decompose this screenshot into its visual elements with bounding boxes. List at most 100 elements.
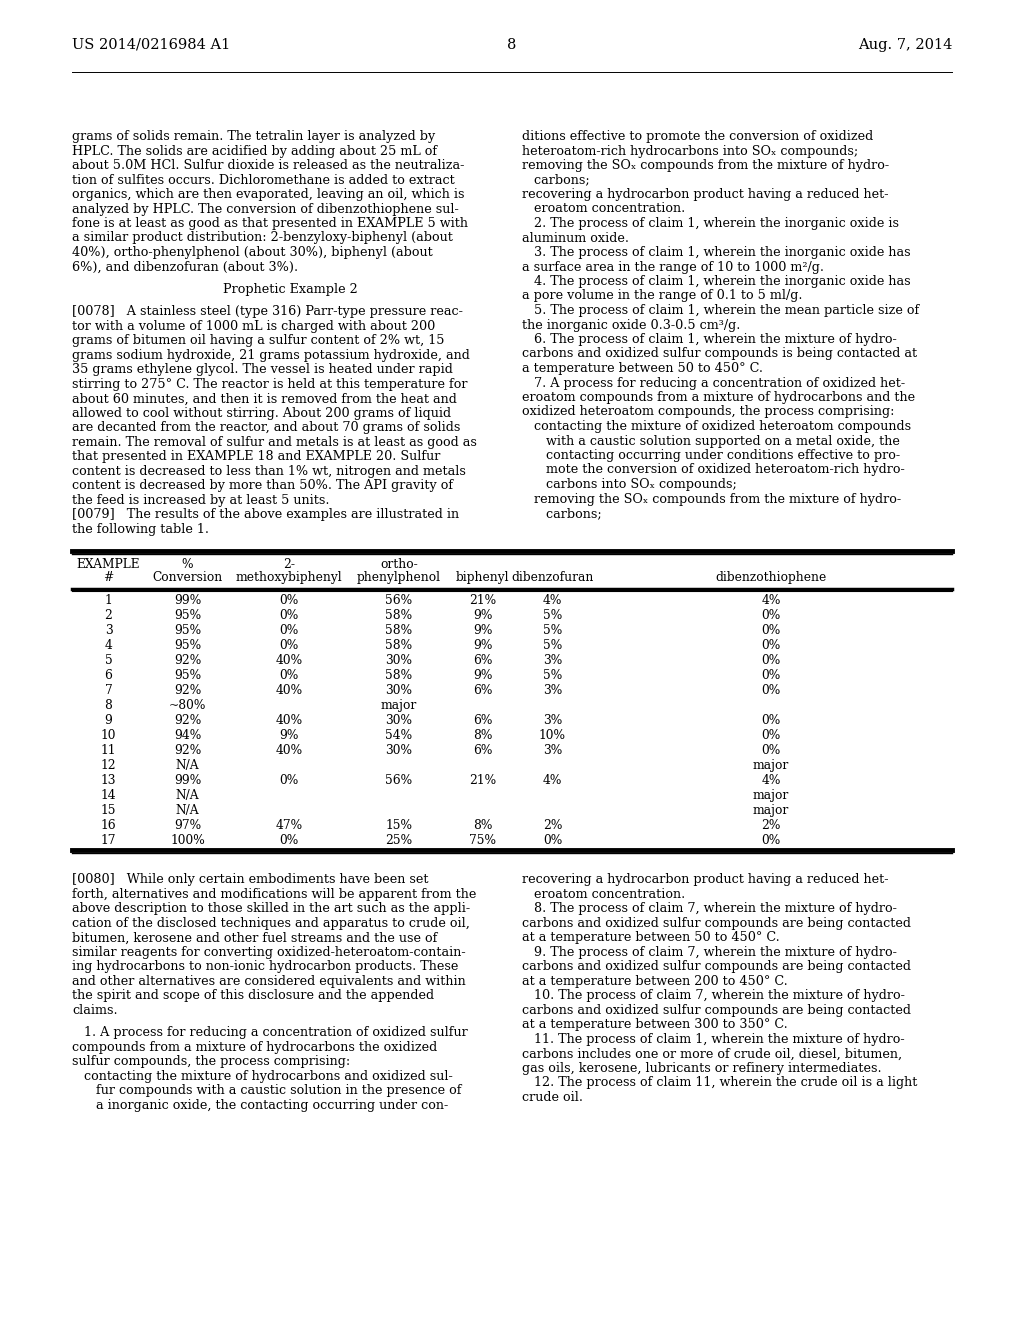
Text: 58%: 58% [385, 624, 413, 638]
Text: 9%: 9% [280, 730, 299, 742]
Text: major: major [381, 700, 417, 713]
Text: 3%: 3% [543, 685, 562, 697]
Text: major: major [753, 804, 790, 817]
Text: are decanted from the reactor, and about 70 grams of solids: are decanted from the reactor, and about… [72, 421, 461, 434]
Text: 4: 4 [104, 639, 113, 652]
Text: 17: 17 [100, 834, 117, 847]
Text: contacting occurring under conditions effective to pro-: contacting occurring under conditions ef… [522, 449, 900, 462]
Text: remain. The removal of sulfur and metals is at least as good as: remain. The removal of sulfur and metals… [72, 436, 477, 449]
Text: #: # [103, 572, 114, 585]
Text: 40%), ortho-phenylphenol (about 30%), biphenyl (about: 40%), ortho-phenylphenol (about 30%), bi… [72, 246, 433, 259]
Text: 11. The process of claim 1, wherein the mixture of hydro-: 11. The process of claim 1, wherein the … [522, 1034, 904, 1045]
Text: contacting the mixture of hydrocarbons and oxidized sul-: contacting the mixture of hydrocarbons a… [72, 1071, 453, 1082]
Text: ditions effective to promote the conversion of oxidized: ditions effective to promote the convers… [522, 129, 873, 143]
Text: eroatom compounds from a mixture of hydrocarbons and the: eroatom compounds from a mixture of hydr… [522, 391, 915, 404]
Text: above description to those skilled in the art such as the appli-: above description to those skilled in th… [72, 903, 470, 916]
Text: 9%: 9% [473, 639, 493, 652]
Text: the inorganic oxide 0.3-0.5 cm³/g.: the inorganic oxide 0.3-0.5 cm³/g. [522, 318, 740, 331]
Text: similar reagents for converting oxidized-heteroatom-contain-: similar reagents for converting oxidized… [72, 946, 466, 958]
Text: removing the SOₓ compounds from the mixture of hydro-: removing the SOₓ compounds from the mixt… [522, 492, 901, 506]
Text: claims.: claims. [72, 1005, 118, 1016]
Text: EXAMPLE: EXAMPLE [77, 558, 140, 572]
Text: 5%: 5% [543, 669, 562, 682]
Text: 2%: 2% [543, 820, 562, 833]
Text: organics, which are then evaporated, leaving an oil, which is: organics, which are then evaporated, lea… [72, 187, 465, 201]
Text: tor with a volume of 1000 mL is charged with about 200: tor with a volume of 1000 mL is charged … [72, 319, 435, 333]
Text: 0%: 0% [280, 624, 299, 638]
Text: biphenyl: biphenyl [456, 572, 509, 585]
Text: 8: 8 [104, 700, 113, 713]
Text: about 60 minutes, and then it is removed from the heat and: about 60 minutes, and then it is removed… [72, 392, 457, 405]
Text: 0%: 0% [762, 834, 780, 847]
Text: 35 grams ethylene glycol. The vessel is heated under rapid: 35 grams ethylene glycol. The vessel is … [72, 363, 453, 376]
Text: 40%: 40% [275, 685, 302, 697]
Text: heteroatom-rich hydrocarbons into SOₓ compounds;: heteroatom-rich hydrocarbons into SOₓ co… [522, 144, 858, 157]
Text: 3%: 3% [543, 744, 562, 758]
Text: 0%: 0% [280, 610, 299, 623]
Text: 0%: 0% [762, 685, 780, 697]
Text: cation of the disclosed techniques and apparatus to crude oil,: cation of the disclosed techniques and a… [72, 917, 470, 931]
Text: 56%: 56% [385, 775, 413, 788]
Text: 6%: 6% [473, 744, 493, 758]
Text: a similar product distribution: 2-benzyloxy-biphenyl (about: a similar product distribution: 2-benzyl… [72, 231, 453, 244]
Text: 5. The process of claim 1, wherein the mean particle size of: 5. The process of claim 1, wherein the m… [522, 304, 920, 317]
Text: at a temperature between 300 to 350° C.: at a temperature between 300 to 350° C. [522, 1019, 787, 1031]
Text: ing hydrocarbons to non-ionic hydrocarbon products. These: ing hydrocarbons to non-ionic hydrocarbo… [72, 961, 459, 973]
Text: 8%: 8% [473, 730, 493, 742]
Text: 40%: 40% [275, 714, 302, 727]
Text: 100%: 100% [170, 834, 205, 847]
Text: 11: 11 [100, 744, 117, 758]
Text: 2: 2 [104, 610, 113, 623]
Text: 47%: 47% [275, 820, 302, 833]
Text: 6: 6 [104, 669, 113, 682]
Text: a inorganic oxide, the contacting occurring under con-: a inorganic oxide, the contacting occurr… [72, 1100, 449, 1111]
Text: 5: 5 [104, 655, 113, 668]
Text: 99%: 99% [174, 594, 201, 607]
Text: 2-: 2- [283, 558, 295, 572]
Text: 97%: 97% [174, 820, 201, 833]
Text: Conversion: Conversion [153, 572, 222, 585]
Text: recovering a hydrocarbon product having a reduced het-: recovering a hydrocarbon product having … [522, 187, 889, 201]
Text: 6%: 6% [473, 714, 493, 727]
Text: 15: 15 [100, 804, 117, 817]
Text: 58%: 58% [385, 669, 413, 682]
Text: 95%: 95% [174, 669, 201, 682]
Text: 0%: 0% [280, 669, 299, 682]
Text: analyzed by HPLC. The conversion of dibenzothiophene sul-: analyzed by HPLC. The conversion of dibe… [72, 202, 459, 215]
Text: ortho-: ortho- [380, 558, 418, 572]
Text: 92%: 92% [174, 744, 201, 758]
Text: 6. The process of claim 1, wherein the mixture of hydro-: 6. The process of claim 1, wherein the m… [522, 333, 897, 346]
Text: 9%: 9% [473, 669, 493, 682]
Text: fur compounds with a caustic solution in the presence of: fur compounds with a caustic solution in… [72, 1085, 462, 1097]
Text: dibenzothiophene: dibenzothiophene [716, 572, 826, 585]
Text: 92%: 92% [174, 655, 201, 668]
Text: 2. The process of claim 1, wherein the inorganic oxide is: 2. The process of claim 1, wherein the i… [522, 216, 899, 230]
Text: fone is at least as good as that presented in EXAMPLE 5 with: fone is at least as good as that present… [72, 216, 468, 230]
Text: grams of solids remain. The tetralin layer is analyzed by: grams of solids remain. The tetralin lay… [72, 129, 435, 143]
Text: oxidized heteroatom compounds, the process comprising:: oxidized heteroatom compounds, the proce… [522, 405, 895, 418]
Text: 94%: 94% [174, 730, 201, 742]
Text: 0%: 0% [280, 834, 299, 847]
Text: 25%: 25% [385, 834, 413, 847]
Text: Aug. 7, 2014: Aug. 7, 2014 [858, 38, 952, 51]
Text: 21%: 21% [469, 775, 496, 788]
Text: 3%: 3% [543, 714, 562, 727]
Text: forth, alternatives and modifications will be apparent from the: forth, alternatives and modifications wi… [72, 888, 476, 902]
Text: 95%: 95% [174, 624, 201, 638]
Text: 0%: 0% [762, 744, 780, 758]
Text: 3: 3 [104, 624, 113, 638]
Text: %: % [181, 558, 194, 572]
Text: HPLC. The solids are acidified by adding about 25 mL of: HPLC. The solids are acidified by adding… [72, 144, 437, 157]
Text: carbons and oxidized sulfur compounds are being contacted: carbons and oxidized sulfur compounds ar… [522, 1005, 911, 1016]
Text: gas oils, kerosene, lubricants or refinery intermediates.: gas oils, kerosene, lubricants or refine… [522, 1063, 882, 1074]
Text: recovering a hydrocarbon product having a reduced het-: recovering a hydrocarbon product having … [522, 874, 889, 887]
Text: mote the conversion of oxidized heteroatom-rich hydro-: mote the conversion of oxidized heteroat… [522, 463, 905, 477]
Text: 10. The process of claim 7, wherein the mixture of hydro-: 10. The process of claim 7, wherein the … [522, 990, 905, 1002]
Text: 4%: 4% [543, 594, 562, 607]
Text: 9%: 9% [473, 610, 493, 623]
Text: that presented in EXAMPLE 18 and EXAMPLE 20. Sulfur: that presented in EXAMPLE 18 and EXAMPLE… [72, 450, 440, 463]
Text: 8. The process of claim 7, wherein the mixture of hydro-: 8. The process of claim 7, wherein the m… [522, 903, 897, 916]
Text: 0%: 0% [762, 730, 780, 742]
Text: 2%: 2% [761, 820, 780, 833]
Text: 14: 14 [100, 789, 117, 803]
